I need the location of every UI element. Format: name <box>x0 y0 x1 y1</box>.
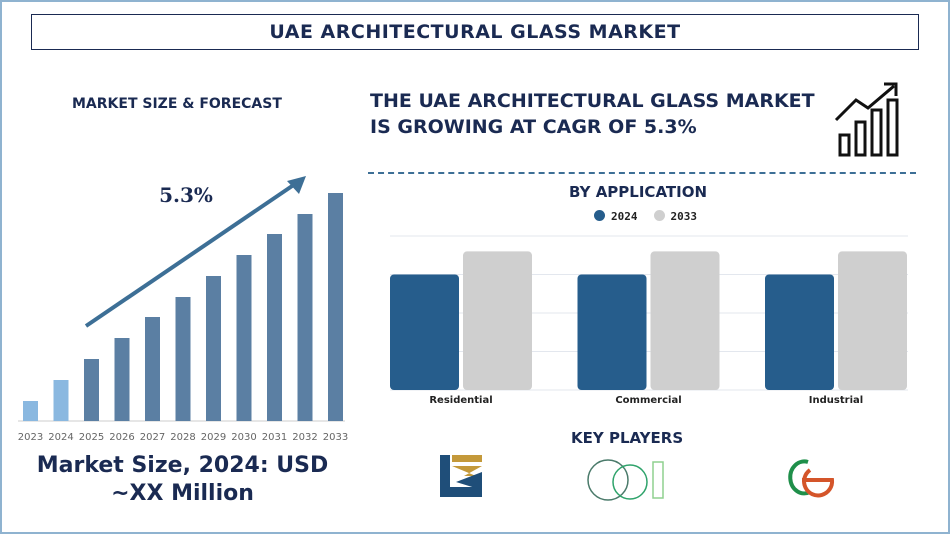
bar-2025 <box>84 359 99 421</box>
bar-residential-2024 <box>390 274 459 390</box>
application-chart-title: BY APPLICATION <box>569 183 708 201</box>
bar-residential-2033 <box>463 251 532 390</box>
legend-swatch <box>594 210 605 221</box>
x-tick-label: 2026 <box>109 432 134 443</box>
legend-item-2033: 2033 <box>653 210 698 223</box>
application-legend: 2024 2033 <box>594 210 697 223</box>
bar-2023 <box>23 401 38 421</box>
x-tick-label: 2031 <box>262 432 287 443</box>
bar-2030 <box>236 255 252 421</box>
x-tick-label: 2028 <box>170 432 195 443</box>
x-tick-label: 2033 <box>323 432 348 443</box>
x-tick-label: 2023 <box>18 432 43 443</box>
x-tick-label: 2027 <box>140 432 165 443</box>
market-size-line-1: Market Size, 2024: USD <box>36 453 329 478</box>
bar-2028 <box>175 297 191 421</box>
headline: THE UAE ARCHITECTURAL GLASS MARKET IS GR… <box>370 88 815 140</box>
legend-item-2024: 2024 <box>594 210 638 223</box>
market-size-line-2: ~XX Million <box>111 481 254 506</box>
x-tick-label: 2024 <box>48 432 73 443</box>
growth-arrow <box>84 180 300 328</box>
bar-2031 <box>267 234 282 421</box>
market-size-subtitle: MARKET SIZE & FORECAST <box>72 96 282 112</box>
legend-swatch <box>653 210 665 221</box>
bar-2029 <box>206 276 221 421</box>
bar-industrial-2033 <box>838 251 907 390</box>
bar-2027 <box>145 317 160 421</box>
growth-arrow-head <box>287 176 306 194</box>
headline-line-1: THE UAE ARCHITECTURAL GLASS MARKET <box>370 90 815 112</box>
headline-line-2: IS GROWING AT CAGR OF 5.3% <box>370 116 697 138</box>
category-label: Industrial <box>809 395 863 406</box>
legend-label: 2033 <box>670 210 698 223</box>
bar-2024 <box>53 380 69 421</box>
x-tick-label: 2032 <box>292 432 317 443</box>
market-size-text: Market Size, 2024: USD ~XX Million <box>0 452 365 508</box>
x-tick-label: 2029 <box>201 432 226 443</box>
bar-2026 <box>114 338 130 421</box>
bar-2032 <box>297 214 313 421</box>
bar-industrial-2024 <box>765 274 834 390</box>
legend-label: 2024 <box>611 210 638 223</box>
bar-commercial-2033 <box>650 251 720 390</box>
page-title: UAE ARCHITECTURAL GLASS MARKET <box>31 14 919 50</box>
section-divider <box>368 172 916 174</box>
key-players-title: KEY PLAYERS <box>571 429 684 447</box>
cagr-label: 5.3% <box>159 183 213 207</box>
bar-2033 <box>328 193 343 421</box>
category-label: Commercial <box>615 395 681 406</box>
x-tick-label: 2030 <box>231 432 256 443</box>
category-label: Residential <box>429 395 492 406</box>
x-tick-label: 2025 <box>79 432 104 443</box>
bar-commercial-2024 <box>577 274 647 390</box>
